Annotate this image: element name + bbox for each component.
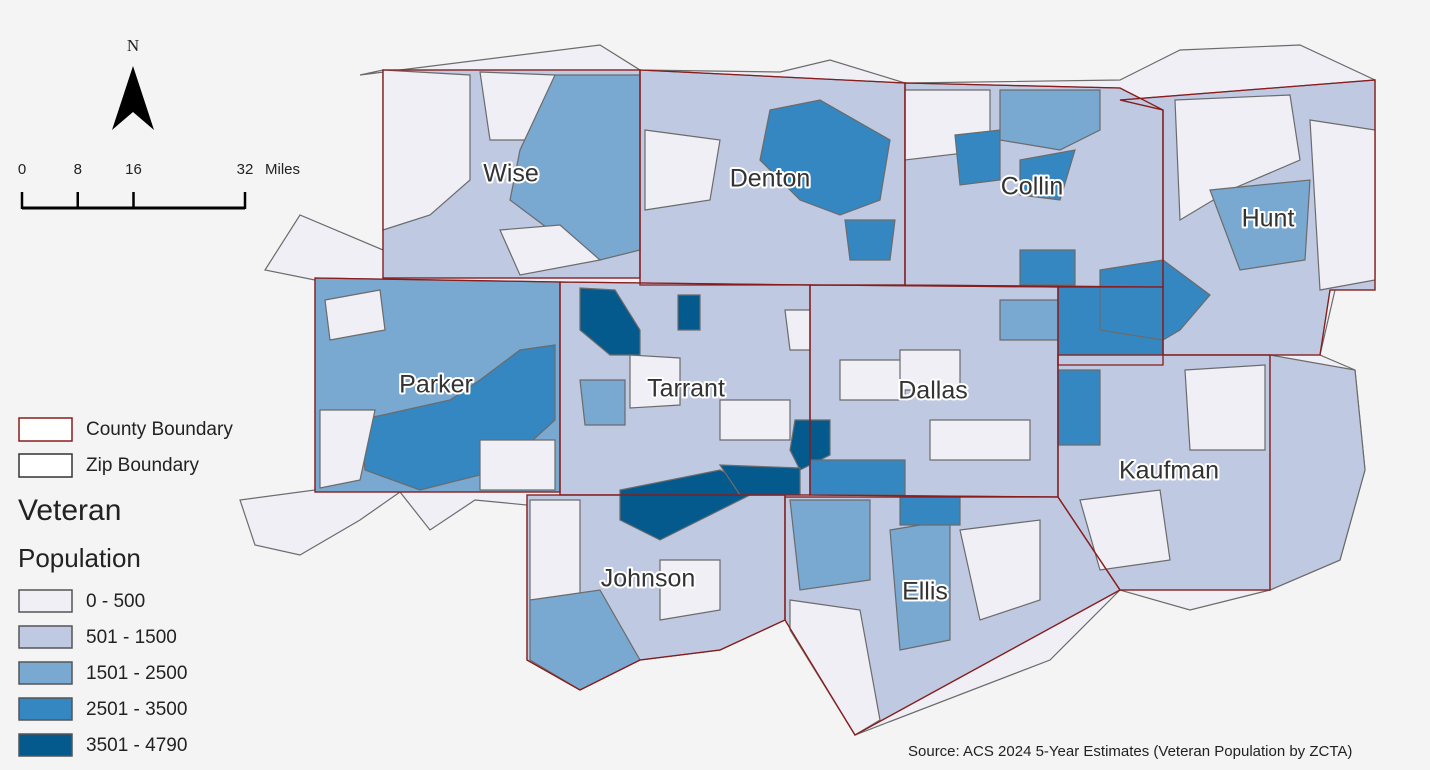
north-label: N <box>127 36 139 55</box>
county-boundary <box>1119 79 1376 356</box>
county-label: Dallas <box>898 377 967 405</box>
county-label: Collin <box>1001 173 1064 201</box>
zip-area <box>479 439 556 491</box>
legend-class-label: 3501 - 4790 <box>86 735 187 756</box>
zip-area <box>1019 249 1076 286</box>
zip-area <box>899 496 961 526</box>
zip-area <box>1057 369 1101 446</box>
zip-area <box>1209 179 1311 271</box>
legend-class-label: 1501 - 2500 <box>86 663 187 684</box>
legend-class-label: 501 - 1500 <box>86 627 177 648</box>
county-boundary <box>784 496 1121 736</box>
map-furniture: N Source: ACS 2024 5-Year Estimates (Vet… <box>18 36 1353 760</box>
zip-area <box>659 559 721 621</box>
zip-area <box>784 309 811 351</box>
zip-area <box>677 294 701 331</box>
county-label: Kaufman <box>1119 457 1219 485</box>
zip-area <box>644 129 721 211</box>
legend-label: County Boundary <box>86 419 233 440</box>
legend-title: Veteran <box>18 494 121 527</box>
zip-area <box>954 129 1001 186</box>
county-label: Denton <box>730 165 811 193</box>
legend-swatch <box>18 453 73 478</box>
county-boundary <box>1057 354 1271 591</box>
county-labels: Wise Denton Collin Hunt Parker Tarrant Dallas K… <box>397 158 1296 608</box>
zip-area <box>1184 364 1266 451</box>
zip-area <box>324 289 386 341</box>
scale-tick-label: 8 <box>74 161 82 178</box>
county-label: Wise <box>483 160 539 188</box>
zip-area <box>759 99 891 216</box>
legend-class-swatch <box>18 589 73 613</box>
legend-class-swatch <box>18 733 73 757</box>
zip-area <box>579 379 626 426</box>
zip-area <box>619 469 762 541</box>
zip-area <box>499 224 602 276</box>
scale-tick-label: 32 <box>237 161 254 178</box>
zip-area <box>899 349 961 391</box>
legend-class-label: 0 - 500 <box>86 591 145 612</box>
legend-class-label: 2501 - 3500 <box>86 699 187 720</box>
county-boundary <box>1057 286 1164 366</box>
zip-area <box>719 399 791 441</box>
zip-area <box>844 219 896 261</box>
zip-area <box>789 499 871 591</box>
county-label: Tarrant <box>647 375 725 403</box>
scale-tick-label: 16 <box>125 161 142 178</box>
scale-unit: Miles <box>265 161 300 178</box>
county-label: Ellis <box>902 578 948 606</box>
zip-area <box>809 459 906 496</box>
zip-area <box>839 359 906 401</box>
legend-class-swatch <box>18 625 73 649</box>
zip-layer <box>239 44 1376 736</box>
zip-area <box>319 409 376 489</box>
legend-label: Zip Boundary <box>86 455 200 476</box>
legend-class-swatch <box>18 661 73 685</box>
legend-swatch <box>18 417 73 442</box>
legend-class-swatch <box>18 697 73 721</box>
zip-area <box>929 419 1031 461</box>
scale-tick-label: 0 <box>18 161 26 178</box>
county-label: Johnson <box>601 565 696 593</box>
zip-area <box>959 519 1041 621</box>
zip-area <box>1079 489 1171 571</box>
zip-area <box>999 299 1059 341</box>
zip-area <box>1309 119 1376 291</box>
zip-area <box>1174 94 1301 222</box>
legend-subtitle: Population <box>18 543 141 573</box>
source-note: Source: ACS 2024 5-Year Estimates (Veter… <box>908 743 1352 760</box>
county-label: Hunt <box>1242 205 1295 233</box>
zip-area <box>999 89 1101 151</box>
county-layer <box>314 69 1376 736</box>
county-label: Parker <box>399 371 473 399</box>
zip-area <box>1019 149 1076 201</box>
zip-area <box>629 354 681 409</box>
north-arrow <box>112 66 154 130</box>
